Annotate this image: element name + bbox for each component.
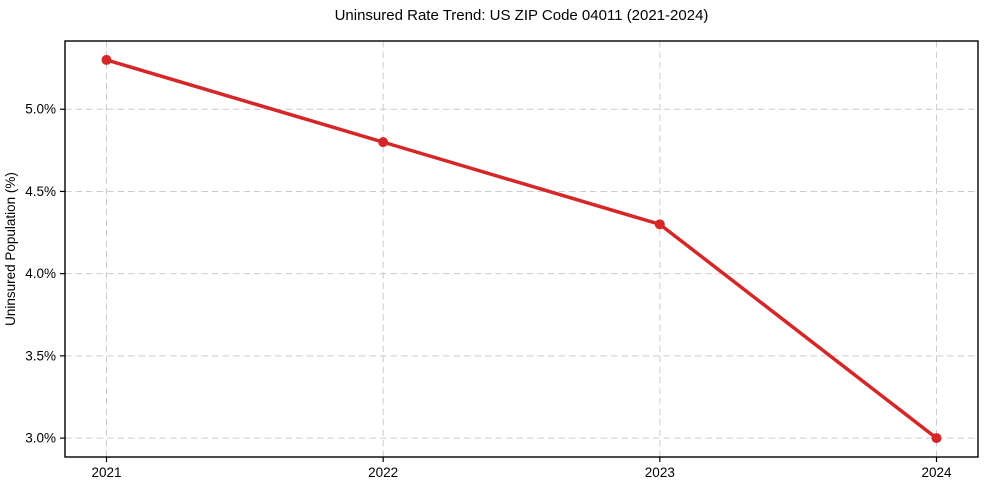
plot-border — [64, 40, 979, 458]
x-tick-label: 2022 — [368, 465, 398, 480]
gridlines — [65, 41, 978, 457]
data-point-2024 — [931, 433, 942, 444]
x-tick-label: 2021 — [91, 465, 121, 480]
axis-ticks — [60, 108, 938, 462]
y-tick-label: 4.5% — [25, 184, 56, 199]
data-point-2022 — [378, 137, 389, 148]
x-tick-label: 2024 — [921, 465, 952, 480]
axis-tick-labels: 3.0% 3.5% 4.0% 4.5% 5.0% 2021 2022 2023 2024 — [25, 102, 952, 480]
y-tick-label: 5.0% — [25, 102, 56, 117]
x-tick-label: 2023 — [645, 465, 675, 480]
y-tick-label: 3.5% — [25, 348, 56, 363]
trend-line — [104, 58, 939, 440]
y-tick-label: 4.0% — [25, 266, 56, 281]
data-point-2021 — [101, 54, 112, 65]
y-tick-label: 3.0% — [25, 431, 56, 446]
chart-title: Uninsured Rate Trend: US ZIP Code 04011 … — [334, 7, 709, 24]
data-point-2023 — [654, 219, 665, 230]
